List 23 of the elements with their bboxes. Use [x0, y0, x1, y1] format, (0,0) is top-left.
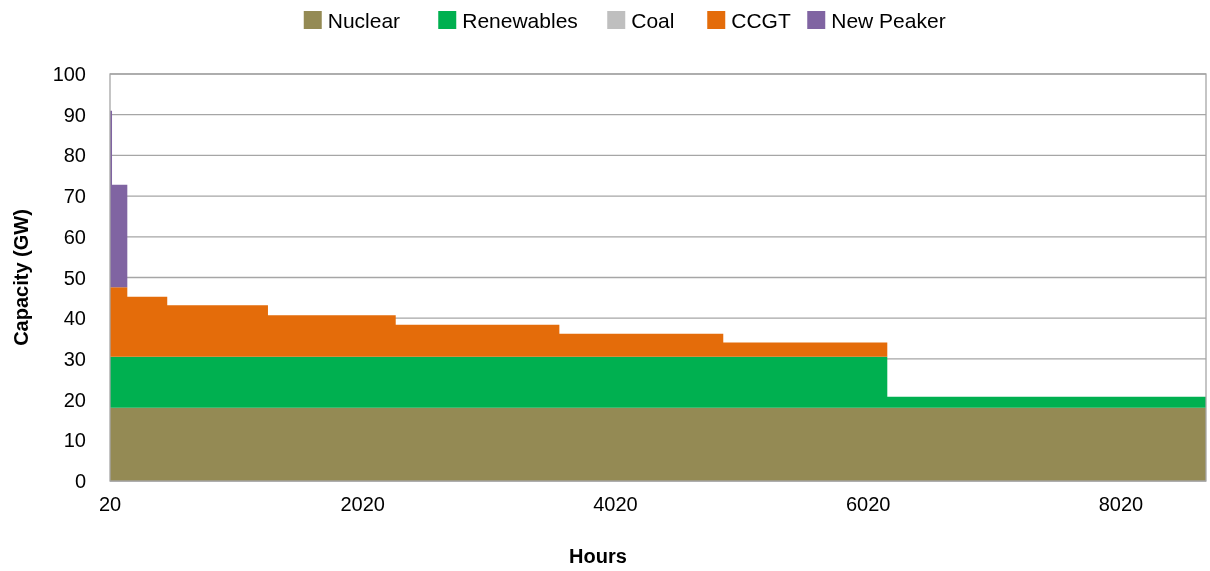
y-tick-label: 40 [63, 307, 86, 330]
y-tick-label: 100 [52, 63, 86, 85]
y-tick-label: 20 [63, 388, 86, 411]
x-tick-label: 6020 [845, 493, 891, 515]
y-axis-title: Capacity (GW) [10, 209, 32, 346]
y-tick-label: 60 [63, 225, 86, 248]
legend-label: New Peaker [831, 8, 946, 32]
x-tick-label: 20 [98, 493, 122, 515]
legend-label: CCGT [731, 8, 791, 32]
legend-label: Nuclear [327, 8, 401, 32]
x-tick-label: 2020 [340, 493, 385, 515]
y-tick-label: 90 [63, 103, 86, 126]
x-tick-label: 4020 [593, 493, 638, 515]
legend-label: Renewables [462, 8, 578, 32]
y-tick-label: 50 [63, 266, 86, 289]
y-tick-label: 70 [63, 185, 86, 208]
y-tick-label: 0 [74, 470, 86, 492]
y-tick-label: 10 [63, 429, 86, 452]
legend-label: Coal [631, 8, 675, 32]
x-tick-label: 8020 [1098, 493, 1144, 515]
y-tick-label: 30 [63, 347, 86, 370]
y-tick-label: 80 [63, 144, 86, 167]
x-axis-title: Hours [569, 545, 627, 567]
